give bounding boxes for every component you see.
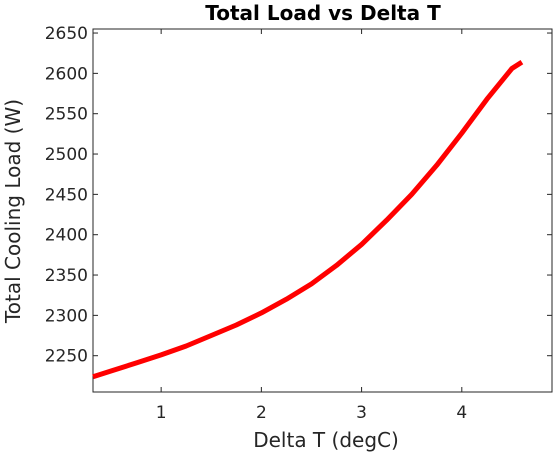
series-line-0 <box>92 59 524 380</box>
plot-area <box>92 28 553 393</box>
y-tick-label: 2300 <box>45 306 88 326</box>
y-tick-label: 2500 <box>45 145 88 165</box>
y-tick-label: 2600 <box>45 64 88 84</box>
x-axis-ticks: 1 2 3 4 <box>156 29 467 423</box>
y-tick-label: 2550 <box>45 105 88 125</box>
y-tick-label: 2250 <box>45 347 88 367</box>
y-axis-ticks: 2250 2300 2350 2400 2450 2500 2550 2600 2650 <box>45 24 552 367</box>
y-tick-label: 2350 <box>45 266 88 286</box>
y-tick-label: 2450 <box>45 185 88 205</box>
y-tick-label: 2650 <box>45 24 88 44</box>
x-tick-label: 1 <box>156 403 167 423</box>
y-axis-label: Total Cooling Load (W) <box>1 99 25 324</box>
y-tick-label: 2400 <box>45 226 88 246</box>
chart-title: Total Load vs Delta T <box>205 1 441 25</box>
x-tick-label: 4 <box>456 403 467 423</box>
x-axis-label: Delta T (degC) <box>253 428 399 452</box>
x-tick-label: 3 <box>356 403 367 423</box>
x-tick-label: 2 <box>256 403 267 423</box>
plot-frame <box>92 28 553 393</box>
